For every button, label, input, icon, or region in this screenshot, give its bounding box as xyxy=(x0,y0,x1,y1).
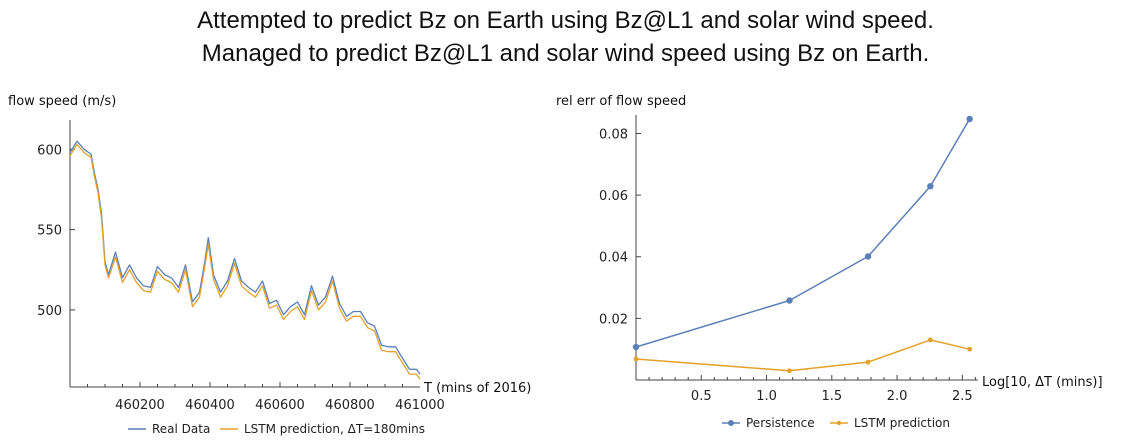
x-axis-label-left: T (mins of 2016) xyxy=(423,381,531,396)
persistence-point xyxy=(632,343,640,351)
y-tick-label-right: 0.08 xyxy=(599,127,628,142)
legend-label-left: LSTM prediction, ΔT=180mins xyxy=(244,422,425,436)
y-axis-label-right: rel err of flow speed xyxy=(556,94,686,109)
y-tick-label-right: 0.04 xyxy=(599,251,628,266)
x-tick-label-right: 1.0 xyxy=(756,389,777,404)
title-line-2: Managed to predict Bz@L1 and solar wind … xyxy=(201,40,930,67)
lstm-prediction-point xyxy=(633,356,639,362)
x-tick-label-left: 460600 xyxy=(255,398,305,413)
y-tick-label-right: 0.02 xyxy=(599,312,628,327)
legend-marker-right xyxy=(836,420,842,426)
y-axis-label-left: flow speed (m/s) xyxy=(8,94,116,109)
x-tick-label-right: 2.0 xyxy=(887,389,908,404)
legend-label-left: Real Data xyxy=(152,422,210,436)
y-tick-label-left: 600 xyxy=(37,143,62,158)
x-tick-label-right: 0.5 xyxy=(691,389,712,404)
x-tick-label-left: 460800 xyxy=(325,398,375,413)
legend-label-right: Persistence xyxy=(746,416,815,430)
x-axis-label-right: Log[10, ΔT (mins)] xyxy=(982,375,1103,390)
x-tick-label-left: 461000 xyxy=(395,398,445,413)
persistence-point xyxy=(786,297,793,304)
real-data-line xyxy=(69,140,421,375)
lstm-prediction-line-right xyxy=(635,339,970,372)
lstm-prediction-point xyxy=(787,368,792,374)
lstm-prediction-point xyxy=(967,346,973,352)
y-tick-label-left: 550 xyxy=(37,224,62,239)
persistence-point xyxy=(927,182,934,190)
persistence-line xyxy=(635,118,971,348)
y-tick-label-right: 0.06 xyxy=(599,189,628,204)
lstm-prediction-point xyxy=(927,337,933,343)
x-tick-label-left: 460400 xyxy=(185,398,235,413)
lstm-prediction-point xyxy=(865,359,871,365)
persistence-point xyxy=(966,115,973,123)
legend-marker-right xyxy=(728,420,734,426)
x-tick-label-left: 460200 xyxy=(115,398,165,413)
persistence-point xyxy=(864,253,872,260)
title-line-1: Attempted to predict Bz on Earth using B… xyxy=(197,7,934,34)
lstm-prediction-line-left xyxy=(69,143,421,380)
y-tick-label-left: 500 xyxy=(37,304,62,319)
x-tick-label-right: 2.5 xyxy=(952,389,973,404)
legend-label-right: LSTM prediction xyxy=(854,416,950,430)
x-tick-label-right: 1.5 xyxy=(821,389,842,404)
